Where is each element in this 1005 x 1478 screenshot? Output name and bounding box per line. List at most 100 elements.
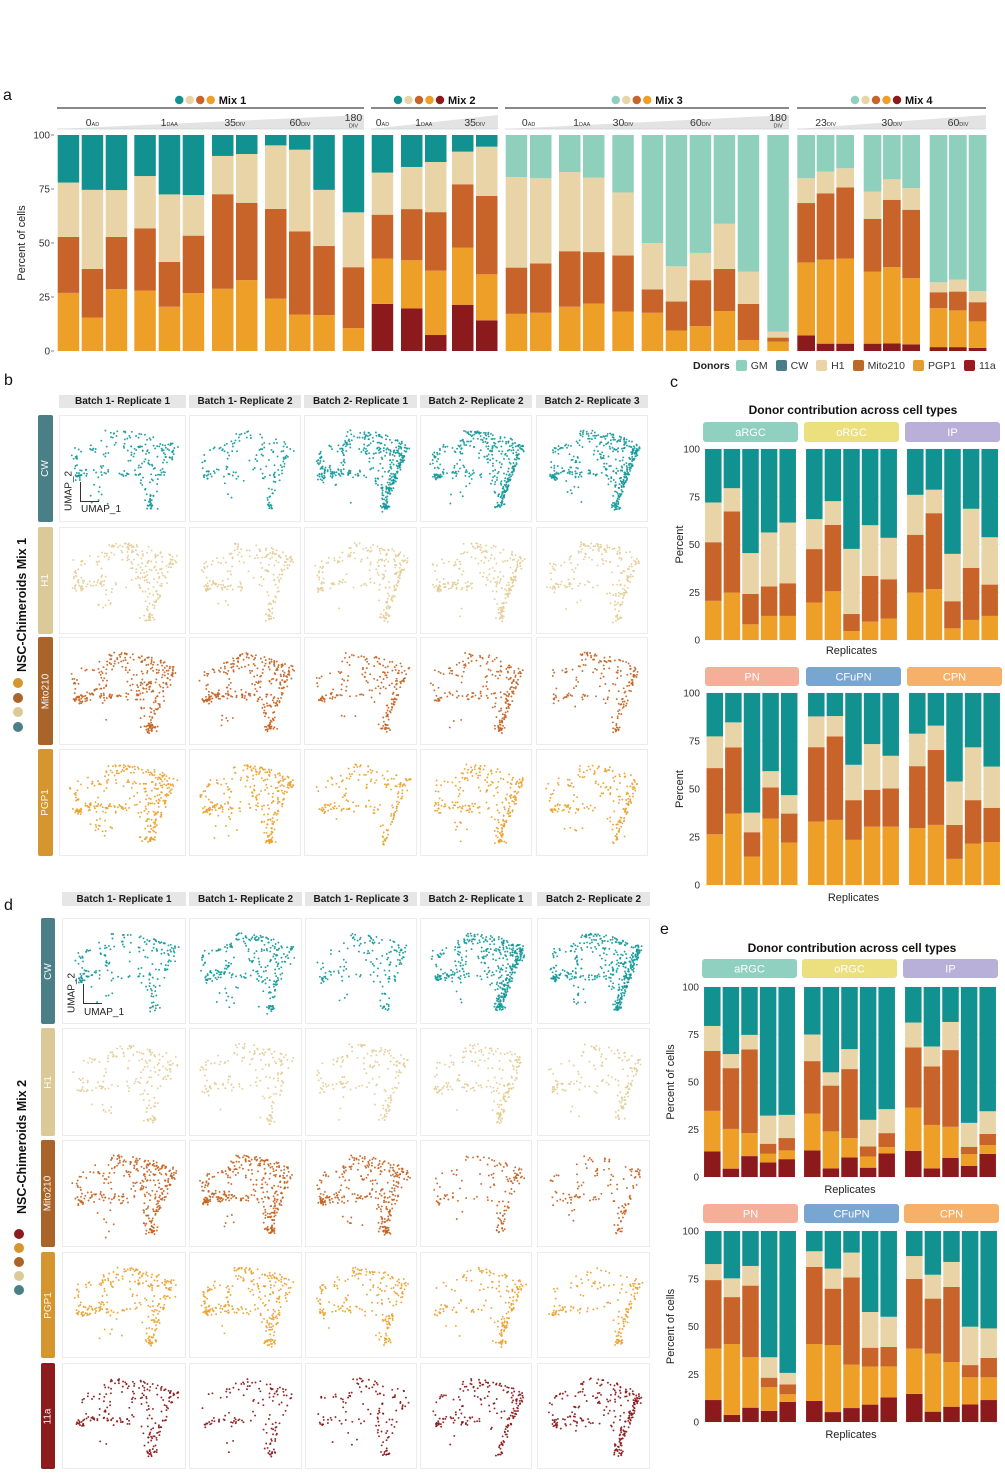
umap-point [599,435,602,438]
umap-point [150,656,153,659]
umap-point [368,689,371,692]
umap-point [436,588,439,591]
umap-point [507,440,510,443]
umap-point [485,576,488,579]
umap-point [345,435,348,438]
umap-point [252,468,255,471]
column-header-strip: Batch 1- Replicate 2 [189,395,301,408]
umap-point [265,695,268,698]
umap-point [627,575,630,578]
umap-point [94,688,97,691]
umap-point [631,451,634,454]
umap-point [485,434,488,437]
umap-point [100,567,103,570]
umap-point [631,460,633,463]
umap-point [155,555,157,558]
umap-point [386,435,389,438]
umap-point [442,445,445,448]
umap-scatter [200,542,295,622]
umap-point [206,672,208,675]
umap-point [500,610,503,613]
umap-point [614,485,617,488]
umap-point [593,449,596,452]
umap-point [576,467,579,470]
umap-point [168,563,171,566]
umap-point [217,468,220,471]
umap-point [389,483,392,486]
umap-point [628,551,631,553]
umap-point [394,553,397,556]
umap-point [323,474,326,477]
umap-point [223,662,225,665]
umap-point [450,493,452,496]
umap-point [119,655,122,658]
umap-point [99,687,102,690]
umap-point [97,555,100,558]
umap-point [389,487,392,490]
umap-point [88,692,91,695]
umap-point [126,437,129,440]
umap-point [391,453,394,456]
umap-point [491,566,494,569]
umap-point [231,565,234,568]
umap-point [369,581,372,584]
umap-point [135,571,138,574]
umap-point [98,560,101,563]
umap-point [436,453,439,456]
umap-point [519,557,522,560]
umap-point [110,654,113,657]
umap-point [617,565,620,568]
umap-point [360,451,363,453]
umap-point [363,433,366,435]
umap-point [390,598,393,601]
umap-point [458,445,461,448]
umap-point [463,466,466,469]
umap-point [157,702,160,705]
umap-point [617,591,620,594]
umap-point [340,688,343,691]
umap-point [394,595,396,598]
umap-point [456,582,459,585]
umap-point [152,663,154,666]
umap-point [570,492,573,495]
umap-point [205,470,208,473]
umap-point [472,469,475,472]
umap-point [141,553,144,556]
umap-point [615,615,618,617]
umap-point [607,483,610,486]
umap-point [399,443,402,446]
umap-point [455,475,458,477]
umap-point [600,471,603,474]
umap-point [498,440,501,443]
umap-point [224,692,227,695]
umap-point [480,438,483,441]
umap-point [240,587,243,590]
umap-point [146,595,149,598]
umap-point [369,468,372,471]
umap-point [464,430,467,433]
umap-point [578,444,581,447]
umap-point [569,470,572,473]
umap-point [584,556,587,558]
umap-point [153,604,156,607]
umap-point [120,651,123,654]
umap-point [150,721,153,724]
umap-point [270,506,273,509]
umap-point [78,474,81,477]
umap-point [116,430,119,433]
umap-point [83,563,86,565]
umap-point [515,451,518,454]
umap-point [261,567,264,569]
umap-point [145,452,147,455]
umap-point [327,561,330,564]
umap-point [269,495,272,498]
umap-point [177,446,179,448]
umap-point [393,586,396,589]
umap-point [615,448,618,451]
umap-point [275,678,278,681]
umap-point [451,446,454,449]
umap-point [554,479,557,482]
umap-point [556,465,559,467]
umap-point [221,448,224,451]
umap-point [560,564,563,567]
